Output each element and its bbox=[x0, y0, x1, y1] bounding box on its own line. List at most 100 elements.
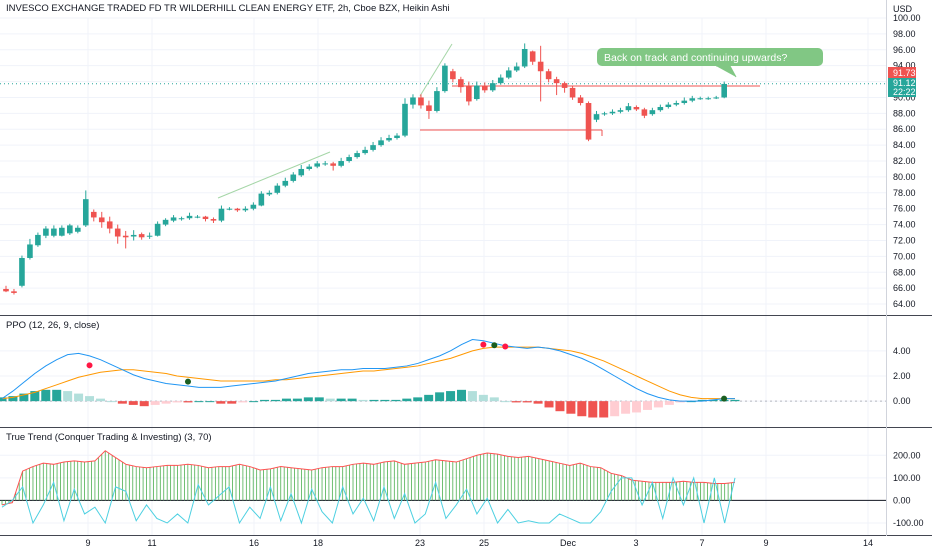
candle-body bbox=[434, 91, 440, 111]
ppo-signal-line bbox=[1, 346, 735, 400]
ppo-histogram-bar bbox=[566, 401, 576, 414]
ppo-histogram-bar bbox=[730, 399, 740, 402]
ppo-histogram-bar bbox=[314, 397, 324, 402]
time-tick-label: 9 bbox=[85, 538, 90, 548]
candle-body bbox=[489, 83, 496, 91]
trend-line bbox=[217, 151, 331, 199]
candle-body bbox=[218, 208, 225, 221]
candle-body bbox=[474, 85, 480, 100]
candle-body bbox=[641, 109, 648, 116]
ppo-histogram-bar bbox=[183, 401, 193, 403]
ppo-cross-dot bbox=[491, 342, 498, 349]
candle-body bbox=[458, 79, 464, 88]
price-tick-label: 96.00 bbox=[893, 45, 916, 55]
ppo-histogram-bar bbox=[467, 391, 477, 402]
ppo-histogram-bar bbox=[697, 399, 707, 402]
candle-body bbox=[51, 228, 57, 236]
candle-body bbox=[410, 97, 416, 105]
candle-body bbox=[386, 137, 392, 141]
candle-body bbox=[202, 216, 209, 220]
ppo-tick-label: 0.00 bbox=[893, 396, 911, 406]
true-trend-pane: -100.00 0.00 100.00 200.00 bbox=[0, 450, 924, 528]
ppo-histogram-bar bbox=[216, 401, 226, 404]
ppo-histogram-bar bbox=[227, 401, 237, 404]
price-tick-label: 84.00 bbox=[893, 140, 916, 150]
price-tick-label: 100.00 bbox=[893, 13, 921, 23]
candle-body bbox=[250, 204, 257, 209]
annotation-box bbox=[597, 48, 823, 66]
candle-body bbox=[3, 288, 9, 292]
candle-body bbox=[266, 192, 273, 195]
candle-body bbox=[553, 79, 560, 84]
price-label-mid: 91.12 bbox=[888, 78, 916, 88]
ppo-histogram-bar bbox=[642, 401, 652, 410]
candle-body bbox=[617, 110, 624, 112]
ppo-histogram-bar bbox=[708, 399, 718, 402]
annotation-callout[interactable]: Back on track and continuing upwards? bbox=[597, 48, 823, 78]
candle-body bbox=[625, 106, 632, 111]
ppo-histogram-bar bbox=[161, 401, 171, 404]
annotation-text: Back on track and continuing upwards? bbox=[604, 52, 787, 64]
candle-body bbox=[689, 98, 696, 101]
ppo-histogram-bar bbox=[610, 401, 620, 417]
ppo-histogram-bar bbox=[238, 401, 248, 403]
trend-line bbox=[419, 43, 453, 97]
ppo-histogram-bar bbox=[128, 401, 138, 405]
ppo-histogram-bar bbox=[599, 401, 609, 418]
time-tick-label: 18 bbox=[313, 538, 323, 548]
ppo-cross-dot bbox=[184, 378, 191, 385]
ppo-histogram-bar bbox=[675, 401, 685, 403]
candle-body bbox=[330, 163, 336, 166]
candle-body bbox=[681, 100, 688, 104]
candle-body bbox=[282, 180, 289, 186]
tt-oscillator-line bbox=[1, 476, 736, 525]
ppo-histogram-bar bbox=[588, 401, 598, 418]
candle-body bbox=[298, 168, 305, 176]
tt-trend-line bbox=[1, 450, 736, 506]
ppo-histogram-bar bbox=[205, 401, 215, 403]
candle-body bbox=[114, 228, 121, 237]
candle-body bbox=[178, 218, 185, 220]
candle-body bbox=[290, 174, 297, 181]
ppo-histogram-bar bbox=[336, 398, 346, 402]
ppo-histogram-bar bbox=[249, 401, 259, 403]
ppo-histogram-bar bbox=[52, 389, 62, 402]
candle-body bbox=[442, 65, 448, 92]
ppo-histogram-bar bbox=[424, 394, 434, 402]
price-tick-label: 90.00 bbox=[893, 92, 916, 102]
candle-body bbox=[569, 87, 576, 98]
price-tick-label: 66.00 bbox=[893, 283, 916, 293]
time-tick-label: 25 bbox=[479, 538, 489, 548]
ppo-histogram-bar bbox=[653, 401, 663, 408]
ppo-histogram-bar bbox=[194, 401, 204, 403]
candle-body bbox=[378, 140, 384, 146]
price-tick-label: 64.00 bbox=[893, 299, 916, 309]
candle-body bbox=[649, 110, 656, 115]
price-label-timer-text: 22:22 bbox=[893, 87, 916, 97]
candle-body bbox=[146, 235, 153, 237]
time-tick-label: 11 bbox=[147, 538, 156, 548]
candle-body bbox=[82, 199, 89, 226]
price-label-mid-text: 91.12 bbox=[893, 78, 916, 88]
candle-body bbox=[90, 211, 97, 218]
candle-body bbox=[43, 228, 49, 236]
ppo-title: PPO (12, 26, 9, close) bbox=[6, 320, 99, 331]
ppo-cross-dot bbox=[721, 395, 728, 402]
ppo-histogram-bar bbox=[8, 396, 18, 402]
ppo-histogram-bar bbox=[303, 397, 313, 402]
ppo-histogram-bar bbox=[74, 393, 84, 402]
price-tick-label: 94.00 bbox=[893, 61, 916, 71]
candle-body bbox=[609, 111, 616, 114]
ppo-histogram-bar bbox=[555, 401, 565, 412]
candle-body bbox=[561, 83, 568, 88]
candle-body bbox=[27, 244, 33, 258]
price-tick-label: 72.00 bbox=[893, 235, 916, 245]
candle-body bbox=[577, 97, 584, 104]
candle-body bbox=[673, 103, 680, 105]
candle-body bbox=[138, 234, 145, 238]
candle-body bbox=[274, 185, 281, 193]
candle-body bbox=[585, 103, 592, 140]
ppo-cross-dot bbox=[480, 341, 487, 348]
candle-body bbox=[537, 61, 544, 72]
time-tick-label: 9 bbox=[763, 538, 768, 548]
